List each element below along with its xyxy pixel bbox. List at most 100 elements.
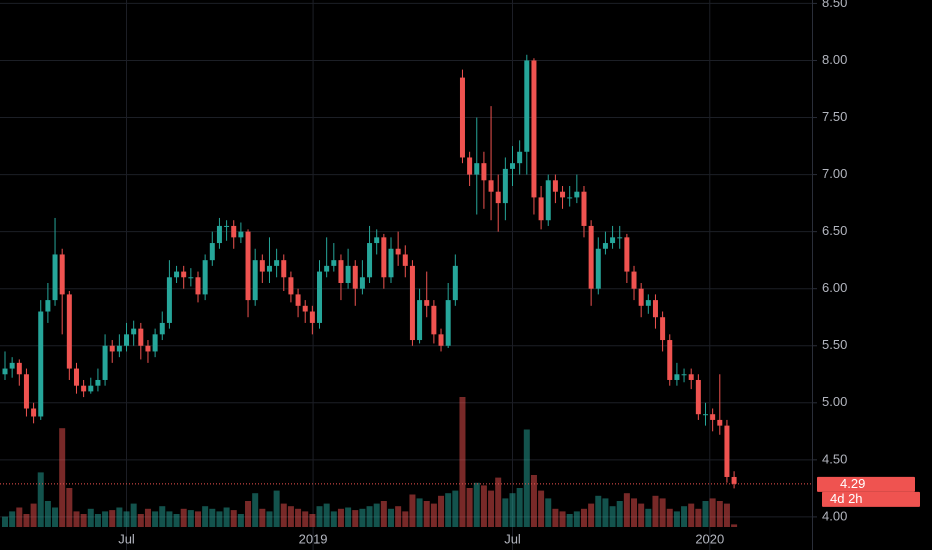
candle-body [216, 225, 222, 244]
volume-bar [530, 475, 537, 527]
volume-bar [59, 428, 66, 527]
candle-body [367, 243, 373, 278]
candle-body [116, 345, 122, 352]
x-tick-label: Jul [504, 531, 521, 546]
volume-bar [695, 508, 702, 527]
volume-bar [44, 501, 51, 527]
candle-body [274, 260, 280, 266]
volume-bar [337, 508, 344, 527]
volume-bar [245, 501, 252, 527]
candle-body [188, 277, 194, 279]
candle-body [209, 243, 215, 261]
candle-body [467, 157, 473, 175]
candle-body [152, 334, 158, 352]
candle-body [295, 294, 301, 306]
candle-body [531, 60, 537, 198]
candle-body [588, 225, 594, 289]
volume-bar [295, 508, 302, 527]
candle-body [488, 180, 494, 192]
candle-body [302, 305, 308, 312]
candle-body [238, 231, 244, 238]
volume-bar [373, 503, 380, 527]
candle-body [710, 414, 716, 420]
candle-body [245, 231, 251, 301]
candle-body [124, 334, 130, 346]
volume-bar [30, 503, 37, 527]
countdown-label: 4d 2h [830, 491, 863, 506]
candle-body [38, 311, 44, 417]
y-tick-label: 8.50 [822, 0, 847, 10]
candle-body [181, 271, 187, 278]
volume-bar [259, 508, 266, 527]
volume-bar [438, 495, 445, 527]
volume-bar [631, 498, 638, 527]
volume-bar [716, 501, 723, 527]
x-tick-label: Jul [118, 531, 135, 546]
candle-body [16, 362, 22, 375]
y-tick-label: 4.00 [822, 508, 847, 523]
candle-body [674, 374, 680, 380]
candle-body [424, 300, 430, 306]
volume-bar [638, 503, 645, 527]
candle-body [345, 265, 351, 283]
candle-body [545, 180, 551, 221]
countdown-badge [822, 491, 920, 507]
volume-bar [559, 511, 566, 527]
candle-body [495, 191, 501, 204]
candle-body [288, 277, 294, 295]
candle-body [524, 60, 530, 152]
candle-body [331, 260, 337, 266]
candle-body [374, 237, 380, 244]
volume-bar [287, 506, 294, 527]
grid [0, 0, 812, 550]
candle-body [631, 271, 637, 289]
volume-bar [416, 498, 423, 527]
candle-body [517, 151, 523, 164]
candle-body [581, 191, 587, 226]
volume-bar [709, 498, 716, 527]
volume-bar [73, 511, 80, 527]
volume-bar [623, 493, 630, 527]
candle-body [145, 345, 151, 352]
volume-bar [159, 506, 166, 527]
candle-body [681, 374, 687, 376]
candle-body [567, 197, 573, 199]
candle-body [317, 271, 323, 323]
candle-body [281, 260, 287, 278]
y-tick-label: 6.00 [822, 280, 847, 295]
candle-body [31, 408, 37, 417]
volume-bar [16, 507, 23, 527]
volume-bar [423, 501, 430, 527]
volume-bar [152, 511, 159, 527]
volume-bar [252, 493, 259, 527]
y-tick-label: 5.00 [822, 394, 847, 409]
volume-bar [395, 506, 402, 527]
volume-bar [223, 507, 230, 527]
candle-body [138, 328, 144, 346]
volume-bar [187, 510, 194, 527]
volume-bar [673, 511, 680, 527]
x-tick-label: 2020 [695, 531, 724, 546]
candles [2, 54, 737, 489]
volume-bar [80, 514, 87, 527]
volume-bar [316, 506, 323, 527]
candle-body [688, 374, 694, 380]
volume-bar [309, 514, 316, 527]
last-price-label: 4.29 [840, 476, 865, 491]
volume-bar [87, 508, 94, 527]
candle-body [438, 334, 444, 346]
y-tick-label: 7.00 [822, 166, 847, 181]
y-tick-label: 5.50 [822, 337, 847, 352]
candle-body [481, 163, 487, 181]
candle-body [352, 265, 358, 289]
candle-body [202, 260, 208, 295]
volume-bar [545, 498, 552, 527]
candle-body [59, 254, 65, 295]
candle-body [459, 77, 465, 158]
volume-bar [345, 507, 352, 527]
y-tick-label: 8.00 [822, 52, 847, 67]
candle-body [95, 379, 101, 386]
volume-bar [359, 508, 366, 527]
volume-bar [595, 495, 602, 527]
